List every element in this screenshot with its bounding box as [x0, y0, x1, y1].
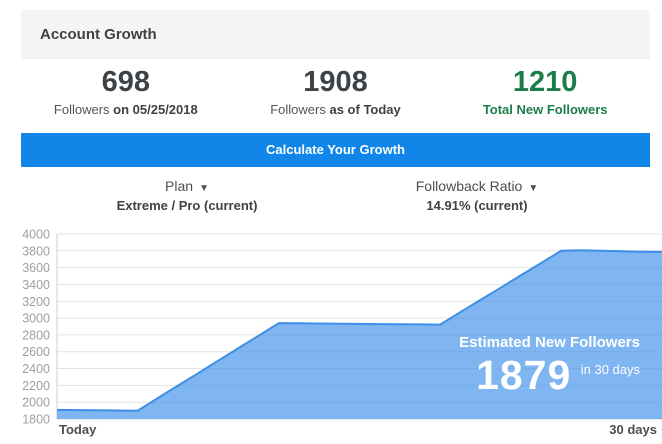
- y-axis-tick-label: 3000: [22, 312, 50, 326]
- y-axis-tick-label: 4000: [22, 228, 50, 242]
- area-series-line: [56, 249, 662, 412]
- x-axis-label-today: Today: [59, 422, 97, 437]
- y-axis-tick-label: 3800: [22, 244, 50, 258]
- plan-dropdown-label[interactable]: Plan ▼: [57, 178, 317, 194]
- y-axis-tick-label: 3200: [22, 295, 50, 309]
- annotation-suffix: in 30 days: [580, 362, 640, 377]
- stat-label-regular: Followers: [53, 102, 114, 117]
- stat-label: Followers as of Today: [231, 102, 441, 117]
- y-axis-tick-label: 2800: [22, 328, 50, 342]
- y-axis-tick-label: 3600: [22, 261, 50, 275]
- plan-dropdown-value: Extreme / Pro (current): [116, 198, 258, 213]
- stat-label-regular: Followers: [270, 102, 330, 117]
- caret-down-icon: ▼: [528, 183, 539, 194]
- panel-header: Account Growth: [21, 10, 650, 59]
- estimated-followers-annotation: Estimated New Followers 1879 in 30 days: [459, 334, 640, 397]
- y-axis-tick-label: 2000: [22, 396, 50, 410]
- filter-label-text: Followback Ratio: [415, 178, 523, 194]
- filter-label-text: Plan: [165, 178, 194, 194]
- followback-ratio-dropdown-label[interactable]: Followback Ratio ▼: [347, 178, 607, 194]
- stat-followers-start: 698 Followers on 05/25/2018: [21, 59, 231, 133]
- caret-down-icon: ▼: [199, 183, 209, 194]
- y-axis-tick-label: 2400: [22, 362, 50, 376]
- annotation-value: 1879: [476, 352, 572, 398]
- followback-ratio-dropdown[interactable]: Followback Ratio ▼ 14.91% (current): [347, 178, 607, 213]
- page-title: Account Growth: [40, 25, 157, 43]
- y-axis-tick-label: 2200: [22, 379, 50, 393]
- stat-value: 1210: [512, 66, 578, 98]
- stats-row: 698 Followers on 05/25/2018 1908 Followe…: [21, 59, 650, 133]
- stat-value: 698: [101, 66, 151, 98]
- growth-area-chart: 1800 2000 2200 2400 2600 2800 3000 3200 3400 3600…: [22, 228, 662, 427]
- stat-label: Total New Followers: [440, 102, 650, 117]
- stat-label: Followers on 05/25/2018: [21, 102, 231, 117]
- stat-total-new-followers: 1210 Total New Followers: [440, 59, 650, 133]
- annotation-title: Estimated New Followers: [459, 334, 640, 351]
- stat-label-bold: as of Today: [329, 102, 401, 117]
- y-axis-tick-label: 2600: [22, 345, 50, 359]
- stat-label-bold: on 05/25/2018: [113, 102, 198, 117]
- stat-value: 1908: [303, 66, 368, 98]
- y-axis-tick-label: 1800: [22, 413, 50, 427]
- plan-dropdown[interactable]: Plan ▼ Extreme / Pro (current): [57, 178, 317, 213]
- y-axis-tick-label: 3400: [22, 278, 50, 292]
- annotation-line: 1879 in 30 days: [459, 353, 640, 397]
- area-series-fill: [57, 250, 662, 419]
- stat-followers-today: 1908 Followers as of Today: [231, 59, 441, 133]
- growth-chart: 1800 2000 2200 2400 2600 2800 3000 3200 3400 3600…: [0, 228, 662, 444]
- x-axis-label-30days: 30 days: [609, 422, 657, 437]
- followback-ratio-dropdown-value: 14.91% (current): [426, 198, 528, 213]
- stat-label-bold: Total New Followers: [482, 102, 608, 117]
- calculate-growth-button[interactable]: Calculate Your Growth: [21, 133, 650, 167]
